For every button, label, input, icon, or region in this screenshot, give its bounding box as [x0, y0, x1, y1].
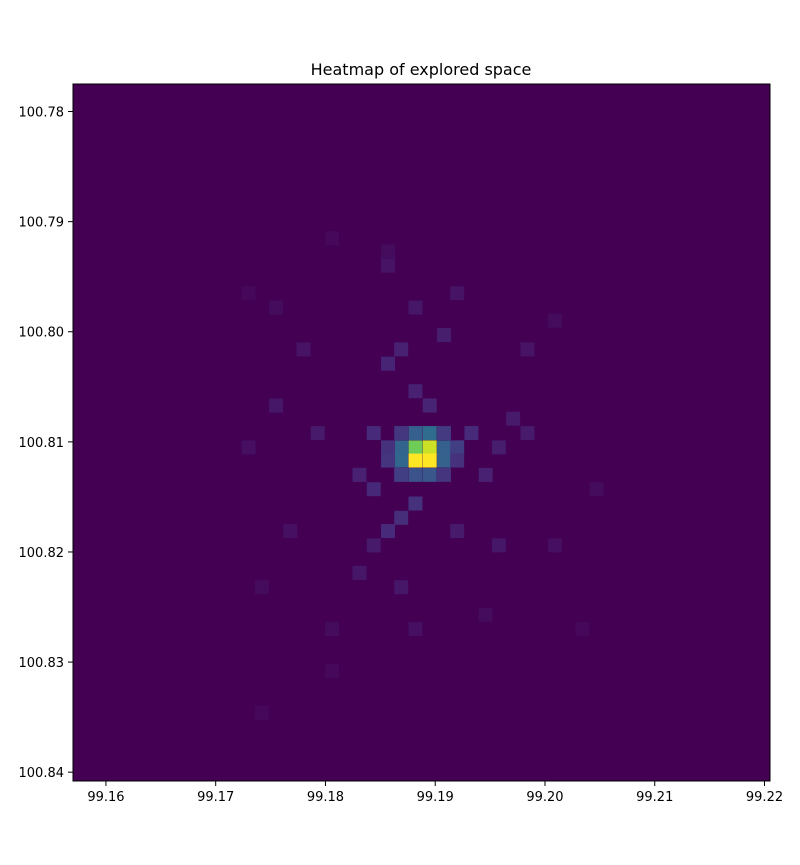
heatmap-cell — [464, 426, 479, 441]
heatmap-cell — [352, 467, 367, 482]
heatmap-cell — [450, 440, 465, 455]
heatmap-cell — [394, 453, 409, 468]
heatmap-cell — [381, 453, 395, 468]
heatmap-cell — [437, 467, 451, 482]
heatmap-cell — [520, 342, 535, 357]
heatmap-cell — [296, 342, 311, 357]
heatmap-cell — [547, 313, 562, 328]
heatmap-cell — [478, 607, 493, 622]
heatmap-cell — [241, 440, 256, 455]
heatmap-cell — [381, 440, 395, 455]
heatmap-cell — [381, 258, 395, 273]
y-tick-label: 100.81 — [19, 436, 65, 451]
heatmap-cell — [491, 440, 506, 455]
heatmap-cell — [422, 398, 437, 413]
x-tick-label: 99.16 — [87, 790, 124, 805]
heatmap-cell — [450, 453, 465, 468]
heatmap-cell — [437, 328, 451, 343]
heatmap-cell — [491, 538, 506, 553]
heatmap-cell — [422, 453, 437, 468]
heatmap-cell — [422, 426, 437, 441]
heatmap-cell — [394, 342, 409, 357]
heatmap-cell — [506, 411, 521, 426]
y-tick-label: 100.83 — [19, 656, 65, 671]
x-tick-label: 99.18 — [307, 790, 344, 805]
heatmap-cell — [325, 663, 340, 678]
heatmap-cell — [450, 524, 465, 539]
heatmap-cell — [366, 426, 381, 441]
heatmap-cell — [381, 356, 395, 371]
heatmap-cell — [408, 496, 423, 511]
heatmap-cell — [381, 244, 395, 259]
heatmap-cell — [254, 580, 269, 595]
heatmap-cell — [325, 231, 340, 246]
heatmap-cell — [394, 467, 409, 482]
heatmap-cell — [394, 510, 409, 525]
heatmap-cell — [408, 426, 423, 441]
heatmap-cell — [269, 300, 284, 315]
heatmap-cell — [437, 453, 451, 468]
heatmap-cell — [547, 538, 562, 553]
heatmap-cell — [283, 524, 298, 539]
heatmap-cell — [241, 286, 256, 301]
heatmap-cell — [408, 467, 423, 482]
heatmap-cell — [325, 622, 340, 637]
heatmap-cell — [408, 440, 423, 455]
heatmap-cell — [422, 467, 437, 482]
x-tick-label: 99.21 — [636, 790, 673, 805]
chart-title: Heatmap of explored space — [311, 60, 532, 79]
x-tick-label: 99.20 — [526, 790, 563, 805]
heatmap-cell — [381, 524, 395, 539]
heatmap-cell — [408, 453, 423, 468]
heatmap-cell — [575, 622, 590, 637]
heatmap-cell — [408, 622, 423, 637]
heatmap-cell — [394, 440, 409, 455]
heatmap-cell — [408, 384, 423, 399]
x-tick-label: 99.19 — [417, 790, 454, 805]
heatmap-cell — [520, 426, 535, 441]
heatmap-cell — [450, 286, 465, 301]
heatmap-cell — [366, 482, 381, 497]
plot-area: 99.16 99.17 99.18 99.19 99.20 99.21 99.22 100.7… — [19, 83, 783, 805]
heatmap-cell — [366, 538, 381, 553]
y-tick-label: 100.79 — [19, 216, 65, 231]
heatmap-cell — [310, 426, 325, 441]
x-tick-label: 99.17 — [197, 790, 234, 805]
heatmap-cell — [394, 580, 409, 595]
heatmap-cell — [437, 440, 451, 455]
heatmap-cell — [408, 300, 423, 315]
y-tick-label: 100.84 — [19, 766, 65, 781]
heatmap-cell — [394, 426, 409, 441]
heatmap-cell — [437, 426, 451, 441]
heatmap-cell — [254, 705, 269, 720]
heatmap-cell — [269, 398, 284, 413]
y-tick-label: 100.82 — [19, 546, 65, 561]
y-tick-label: 100.78 — [19, 106, 65, 121]
x-tick-label: 99.22 — [746, 790, 783, 805]
heatmap-cell — [478, 467, 493, 482]
plot-frame — [72, 83, 771, 782]
heatmap-cell — [422, 440, 437, 455]
y-tick-label: 100.80 — [19, 326, 65, 341]
heatmap-cell — [589, 482, 604, 497]
heatmap-cell — [352, 565, 367, 580]
